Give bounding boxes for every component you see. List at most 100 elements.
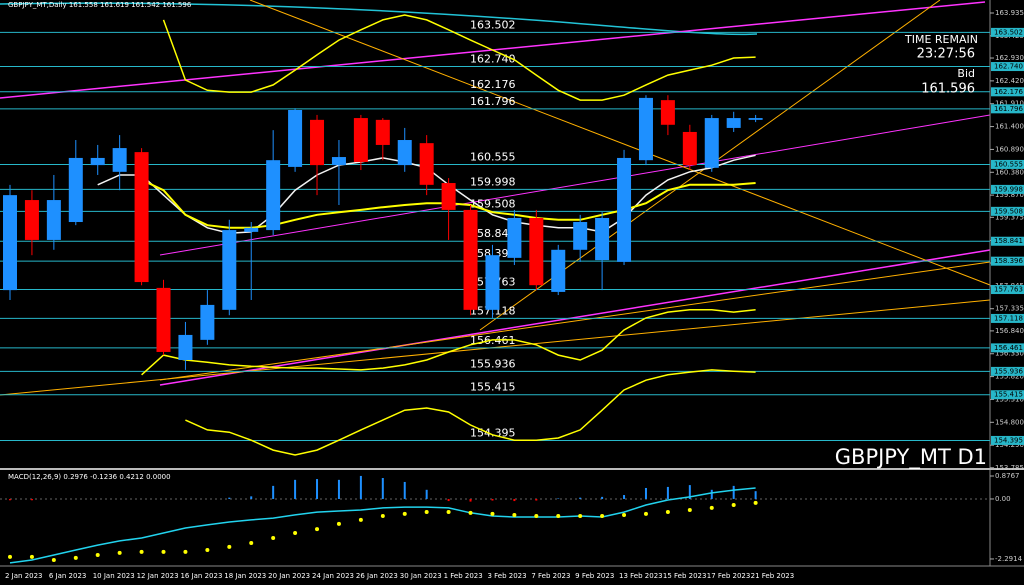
histogram-bar xyxy=(272,485,275,499)
histogram-bar xyxy=(491,498,494,501)
candle-body xyxy=(331,157,346,166)
signal-dot xyxy=(424,510,429,515)
histogram-bar xyxy=(688,485,691,499)
histogram-bar xyxy=(513,498,516,502)
candle-body xyxy=(551,249,566,292)
histogram-bar xyxy=(557,498,560,499)
candle-body xyxy=(24,200,39,240)
bid-label: Bid xyxy=(957,67,975,80)
candle-body xyxy=(704,118,719,168)
level-axis-box xyxy=(991,206,1024,216)
indicator-line xyxy=(141,309,756,376)
signal-dot xyxy=(643,511,648,516)
candle-body xyxy=(748,118,763,120)
histogram-bar xyxy=(623,495,626,499)
chart-header: GBPJPY_MT,Daily 161.558 161.619 161.542 … xyxy=(8,1,192,9)
level-label: 161.796 xyxy=(470,95,516,108)
level-axis-box xyxy=(991,366,1024,376)
level-label: 159.998 xyxy=(470,175,516,188)
level-axis-label: 154.395 xyxy=(994,436,1023,444)
level-axis-box xyxy=(991,159,1024,169)
bid-value: 161.596 xyxy=(921,82,975,97)
level-axis-label: 160.555 xyxy=(994,160,1023,168)
level-axis-label: 159.998 xyxy=(994,185,1023,193)
level-axis-label: 156.461 xyxy=(994,344,1023,352)
histogram-bar xyxy=(359,475,362,499)
x-tick-label: 6 Jan 2023 xyxy=(49,572,87,580)
candle-body xyxy=(419,143,434,185)
signal-dot xyxy=(205,548,210,553)
level-axis-box xyxy=(991,343,1024,353)
level-axis-label: 155.936 xyxy=(994,367,1023,375)
histogram-bar xyxy=(579,497,582,499)
signal-dot xyxy=(665,510,670,515)
time-remain-label: TIME REMAIN xyxy=(904,33,978,46)
trendline xyxy=(159,114,991,256)
signal-dot xyxy=(117,550,122,555)
x-tick-label: 21 Feb 2023 xyxy=(751,572,795,580)
signal-dot xyxy=(687,507,692,512)
histogram-bar xyxy=(425,489,428,499)
y-tick-label: 160.890 xyxy=(995,145,1024,153)
signal-dot xyxy=(709,505,714,510)
time-remain: 23:27:56 xyxy=(917,47,975,62)
signal-dot xyxy=(490,511,495,516)
signal-dot xyxy=(402,511,407,516)
signal-dot xyxy=(468,510,473,515)
x-tick-label: 7 Feb 2023 xyxy=(531,572,570,580)
candle-body xyxy=(529,217,544,286)
candle-body xyxy=(156,287,171,352)
signal-dot xyxy=(622,512,627,517)
level-axis-box xyxy=(991,236,1024,246)
signal-dot xyxy=(29,554,34,559)
level-axis-box xyxy=(991,62,1024,72)
level-axis-box xyxy=(991,104,1024,114)
level-axis-box xyxy=(991,87,1024,97)
y-tick-label: 162.420 xyxy=(995,77,1024,85)
level-axis-label: 157.763 xyxy=(994,286,1023,294)
signal-dot xyxy=(183,549,188,554)
histogram-bar xyxy=(601,496,604,499)
signal-dot xyxy=(358,517,363,522)
level-axis-label: 155.415 xyxy=(994,391,1023,399)
level-axis-label: 162.176 xyxy=(994,88,1023,96)
level-label: 162.740 xyxy=(470,53,516,66)
candle-body xyxy=(46,200,61,240)
candle-body xyxy=(617,157,632,262)
candle-body xyxy=(353,118,368,162)
x-tick-label: 20 Jan 2023 xyxy=(268,572,310,580)
candle-body xyxy=(288,109,303,167)
signal-dot xyxy=(753,500,758,505)
histogram-bar xyxy=(381,478,384,499)
signal-dot xyxy=(271,535,276,540)
y-tick-label: 163.935 xyxy=(995,9,1024,17)
candle-body xyxy=(726,118,741,128)
signal-dot xyxy=(293,531,298,536)
histogram-bar xyxy=(316,479,319,499)
x-tick-label: 24 Jan 2023 xyxy=(312,572,354,580)
level-axis-box xyxy=(991,256,1024,266)
signal-dot xyxy=(731,502,736,507)
watermark: GBPJPY_MT D1 xyxy=(835,445,987,470)
signal-dot xyxy=(556,513,561,518)
y-tick-label: 160.380 xyxy=(995,168,1024,176)
x-tick-label: 15 Feb 2023 xyxy=(663,572,707,580)
histogram-bar xyxy=(732,485,735,499)
candle-body xyxy=(660,100,675,125)
signal-dot xyxy=(51,557,56,562)
candle-body xyxy=(397,140,412,166)
y-tick-label: 161.910 xyxy=(995,100,1024,108)
level-axis-label: 163.502 xyxy=(994,28,1023,36)
indicator-line xyxy=(9,487,756,564)
y-tick-label: -2.2914 xyxy=(995,555,1023,563)
signal-dot xyxy=(600,513,605,518)
level-label: 163.502 xyxy=(470,18,516,31)
histogram-bar xyxy=(403,481,406,499)
signal-dot xyxy=(315,527,320,532)
signal-dot xyxy=(95,553,100,558)
candle-body xyxy=(573,222,588,250)
histogram-bar xyxy=(447,498,450,502)
signal-dot xyxy=(8,554,12,559)
level-axis-box xyxy=(991,285,1024,295)
